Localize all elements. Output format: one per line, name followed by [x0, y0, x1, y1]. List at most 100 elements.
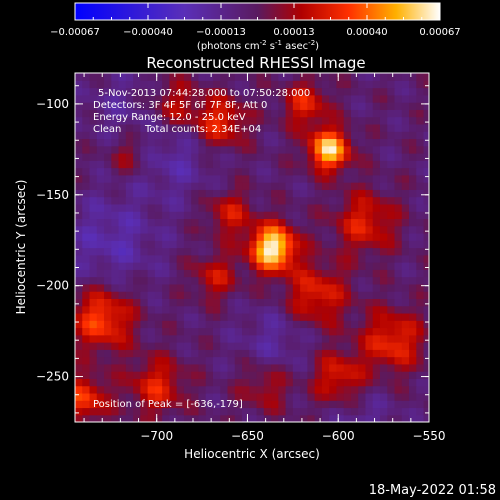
- heat-cell: [321, 385, 330, 394]
- heat-cell: [307, 392, 316, 401]
- heat-cell: [205, 131, 214, 140]
- heat-cell: [314, 254, 323, 263]
- heat-cell: [343, 109, 352, 118]
- heat-cell: [416, 283, 425, 292]
- heat-cell: [409, 342, 417, 350]
- heat-cell: [89, 152, 98, 161]
- heat-cell: [358, 305, 367, 314]
- heat-cell: [133, 378, 141, 387]
- heat-cell: [96, 131, 105, 140]
- heat-cell: [300, 152, 308, 161]
- heat-cell: [423, 349, 429, 358]
- heat-cell: [96, 378, 105, 387]
- heat-cell: [379, 356, 388, 365]
- heat-cell: [205, 174, 214, 183]
- heat-cell: [372, 232, 381, 241]
- heat-cell: [162, 400, 170, 409]
- plot-area: −700 −650 −600 −550−100−150−200−250: [36, 72, 445, 443]
- heat-cell: [118, 218, 127, 227]
- heat-cell: [133, 254, 141, 263]
- heat-cell: [314, 94, 323, 103]
- heat-cell: [118, 291, 127, 299]
- heat-cell: [227, 349, 236, 358]
- heat-cell: [285, 414, 294, 422]
- heat-cell: [220, 203, 229, 212]
- heat-cell: [154, 116, 163, 125]
- heat-cell: [329, 283, 338, 292]
- heat-cell: [300, 240, 308, 249]
- heat-cell: [307, 371, 316, 379]
- heat-cell: [365, 291, 374, 299]
- heat-cell: [271, 378, 279, 387]
- heat-cell: [227, 320, 236, 329]
- heat-cell: [256, 371, 265, 379]
- heat-cell: [394, 371, 403, 379]
- heat-cell: [365, 392, 374, 401]
- heat-cell: [256, 320, 265, 329]
- heat-cell: [329, 312, 338, 321]
- heat-cell: [365, 240, 374, 249]
- heat-cell: [249, 334, 258, 343]
- heat-cell: [220, 291, 229, 299]
- heat-cell: [336, 232, 345, 241]
- heat-cell: [82, 182, 91, 190]
- heat-cell: [82, 240, 91, 249]
- heat-cell: [169, 392, 178, 401]
- heat-cell: [212, 385, 221, 394]
- heat-cell: [205, 378, 214, 387]
- heat-cell: [263, 312, 272, 321]
- heat-cell: [82, 167, 91, 176]
- heat-cell: [147, 342, 156, 350]
- heat-cell: [314, 407, 323, 416]
- heat-cell: [321, 196, 330, 205]
- heat-cell: [140, 291, 149, 299]
- heat-cell: [423, 342, 429, 350]
- heat-cell: [220, 312, 229, 321]
- heat-cell: [227, 80, 236, 89]
- heat-cell: [220, 152, 229, 161]
- heat-cell: [140, 349, 149, 358]
- heat-cell: [292, 123, 301, 132]
- heat-cell: [75, 232, 83, 241]
- heat-cell: [140, 109, 149, 118]
- heat-cell: [96, 73, 105, 81]
- heat-cell: [198, 414, 207, 422]
- heat-cell: [191, 320, 200, 329]
- heat-cell: [191, 174, 200, 183]
- heat-cell: [401, 305, 410, 314]
- heat-cell: [423, 94, 429, 103]
- heat-cell: [350, 145, 359, 154]
- heat-cell: [256, 182, 265, 190]
- heat-cell: [205, 334, 214, 343]
- heat-cell: [198, 378, 207, 387]
- heat-cell: [249, 371, 258, 379]
- heat-cell: [125, 334, 134, 343]
- heat-cell: [104, 174, 112, 183]
- heat-cell: [409, 116, 417, 125]
- heat-cell: [329, 407, 338, 416]
- heat-cell: [140, 182, 149, 190]
- heat-cell: [278, 262, 287, 270]
- heat-cell: [394, 218, 403, 227]
- heat-cell: [256, 203, 265, 212]
- heat-cell: [358, 211, 367, 220]
- heat-cell: [191, 334, 200, 343]
- heat-cell: [300, 312, 308, 321]
- heat-cell: [198, 145, 207, 154]
- heat-cell: [379, 225, 388, 234]
- heat-cell: [111, 211, 120, 220]
- heat-cell: [147, 225, 156, 234]
- heat-cell: [256, 123, 265, 132]
- heat-cell: [89, 225, 98, 234]
- heat-cell: [329, 240, 338, 249]
- heat-cell: [372, 123, 381, 132]
- heat-cell: [154, 356, 163, 365]
- heat-cell: [89, 371, 98, 379]
- heat-cell: [416, 392, 425, 401]
- heat-cell: [416, 80, 425, 89]
- heat-cell: [401, 342, 410, 350]
- heat-cell: [271, 167, 279, 176]
- heat-cell: [358, 225, 367, 234]
- heat-cell: [96, 247, 105, 256]
- heat-cell: [379, 385, 388, 394]
